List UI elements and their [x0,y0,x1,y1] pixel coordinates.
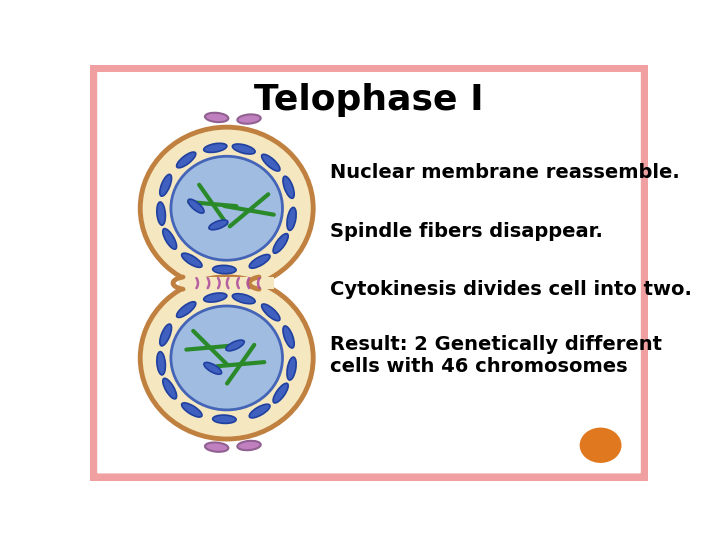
Ellipse shape [171,156,282,260]
Ellipse shape [273,383,288,403]
Ellipse shape [181,253,202,267]
Ellipse shape [580,428,621,463]
Ellipse shape [176,302,196,318]
Ellipse shape [176,152,196,168]
Ellipse shape [238,114,261,124]
Ellipse shape [273,234,288,253]
Ellipse shape [160,324,171,346]
Text: Spindle fibers disappear.: Spindle fibers disappear. [330,221,603,241]
Ellipse shape [157,202,166,225]
Ellipse shape [205,442,228,452]
Ellipse shape [283,326,294,348]
Ellipse shape [140,277,313,439]
Ellipse shape [233,294,255,303]
Ellipse shape [163,379,176,399]
Ellipse shape [157,352,166,375]
Ellipse shape [233,144,255,154]
Ellipse shape [181,403,202,417]
Ellipse shape [287,207,296,231]
Ellipse shape [261,304,280,321]
Ellipse shape [204,143,227,152]
Ellipse shape [160,174,171,196]
Ellipse shape [238,441,261,450]
Ellipse shape [249,404,270,418]
Ellipse shape [283,176,294,198]
Text: Cytokinesis divides cell into two.: Cytokinesis divides cell into two. [330,280,692,299]
Ellipse shape [226,340,244,351]
Bar [179,277,274,289]
Ellipse shape [205,113,228,122]
Ellipse shape [209,220,228,229]
Ellipse shape [212,415,236,423]
Ellipse shape [204,293,227,302]
Text: Telophase I: Telophase I [254,83,484,117]
Ellipse shape [171,306,282,410]
Ellipse shape [204,362,222,374]
Ellipse shape [261,154,280,171]
Text: Nuclear membrane reassemble.: Nuclear membrane reassemble. [330,164,680,183]
Ellipse shape [140,127,313,289]
Text: Result: 2 Genetically different
cells with 46 chromosomes: Result: 2 Genetically different cells wi… [330,335,662,376]
Ellipse shape [212,265,236,274]
Ellipse shape [163,228,176,249]
FancyBboxPatch shape [92,67,646,478]
Ellipse shape [287,357,296,380]
Ellipse shape [249,254,270,268]
Ellipse shape [188,199,204,213]
